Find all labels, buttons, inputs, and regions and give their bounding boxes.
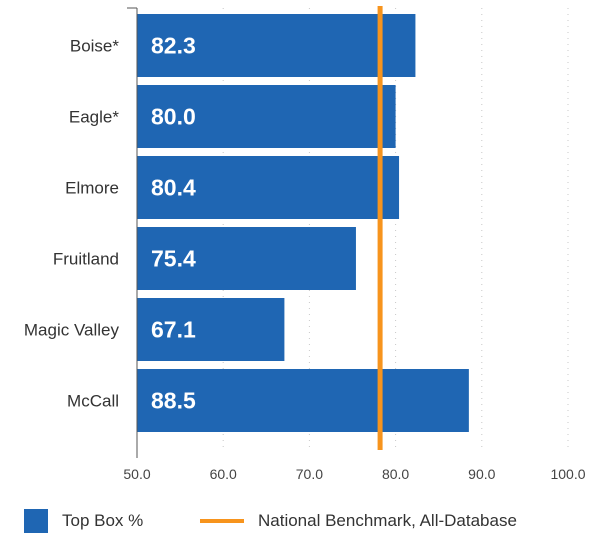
bar-value-label: 80.0: [151, 104, 196, 130]
axis-layer: 50.0 60.0 70.0 80.0 90.0 100.0 Boise* Eagle* Elm…: [24, 7, 586, 482]
bar-chart: 82.3 80.0 80.4 75.4 67.1 88.5 50.0 60.0 70.0 80.…: [24, 6, 586, 482]
x-tick-label: 100.0: [550, 466, 585, 482]
legend: Top Box % National Benchmark, All-Databa…: [0, 506, 590, 536]
category-label: Elmore: [65, 179, 119, 198]
x-tick-label: 70.0: [296, 466, 323, 482]
x-tick-label: 50.0: [123, 466, 150, 482]
legend-item-national-benchmark: National Benchmark, All-Database: [200, 506, 517, 536]
x-tick-label: 90.0: [468, 466, 495, 482]
bar: [137, 156, 400, 219]
bar: [137, 14, 416, 77]
bar-value-label: 80.4: [151, 175, 196, 201]
bar-layer: 82.3 80.0 80.4 75.4 67.1 88.5: [137, 14, 469, 432]
legend-label-top-box: Top Box %: [62, 511, 144, 530]
bar: [137, 227, 356, 290]
category-label: McCall: [67, 392, 119, 411]
x-tick-label: 80.0: [382, 466, 409, 482]
bar: [137, 369, 469, 432]
bar-value-label: 82.3: [151, 33, 196, 59]
legend-swatch-national-benchmark: [200, 519, 244, 523]
category-label: Boise*: [70, 37, 120, 56]
bar-value-label: 75.4: [151, 246, 196, 272]
category-label: Fruitland: [53, 250, 119, 269]
legend-label-national-benchmark: National Benchmark, All-Database: [258, 511, 517, 530]
legend-item-top-box: Top Box %: [24, 506, 143, 536]
bar-value-label: 88.5: [151, 388, 196, 414]
category-label: Eagle*: [69, 108, 119, 127]
category-label: Magic Valley: [24, 321, 120, 340]
legend-swatch-top-box: [24, 509, 48, 533]
bar-value-label: 67.1: [151, 317, 196, 343]
bar: [137, 298, 285, 361]
bar: [137, 85, 396, 148]
x-tick-label: 60.0: [210, 466, 237, 482]
